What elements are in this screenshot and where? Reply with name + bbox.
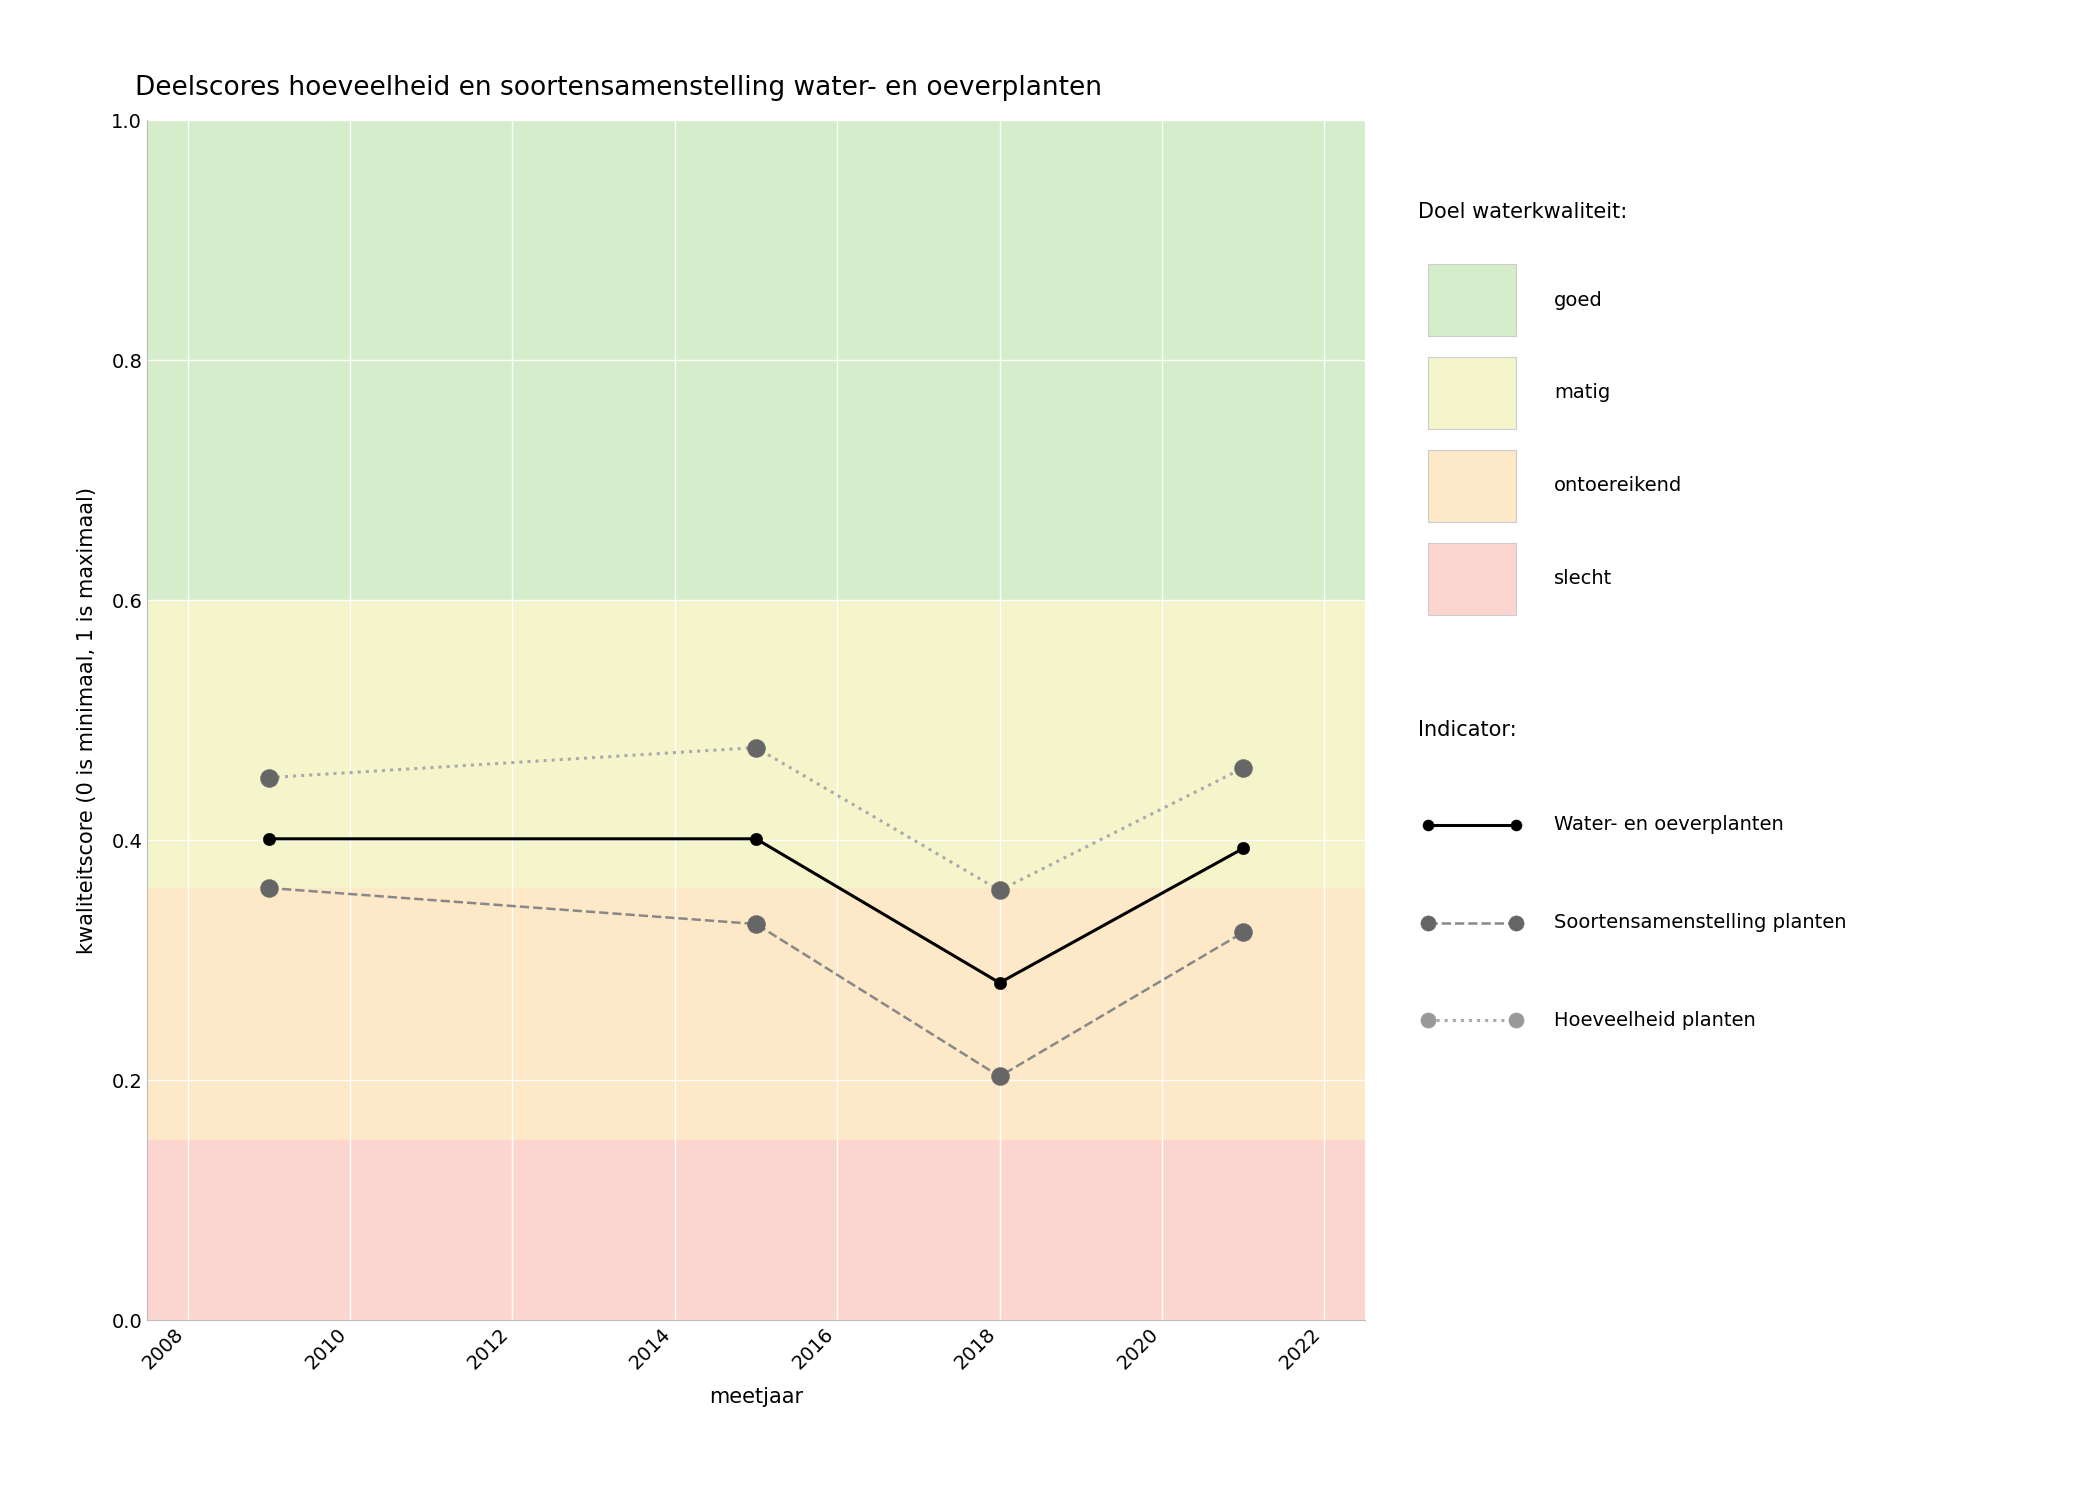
Line: Soortensamenstelling planten: Soortensamenstelling planten	[260, 879, 1252, 1086]
Bar	[147, 120, 1365, 600]
Soortensamenstelling planten	[256, 879, 281, 897]
Water- en oeverplanten	[743, 830, 769, 848]
Bar	[147, 600, 1365, 888]
Hoeveelheid planten	[743, 738, 769, 756]
Hoeveelheid planten	[1231, 759, 1256, 777]
Line: Water- en oeverplanten: Water- en oeverplanten	[262, 833, 1250, 989]
Line: Hoeveelheid planten: Hoeveelheid planten	[260, 738, 1252, 900]
Water- en oeverplanten	[1231, 840, 1256, 858]
Text: Hoeveelheid planten: Hoeveelheid planten	[1554, 1011, 1756, 1029]
Text: Water- en oeverplanten: Water- en oeverplanten	[1554, 816, 1783, 834]
Bar	[147, 1140, 1365, 1320]
X-axis label: meetjaar: meetjaar	[710, 1388, 802, 1407]
Bar	[147, 888, 1365, 1140]
Text: Deelscores hoeveelheid en soortensamenstelling water- en oeverplanten: Deelscores hoeveelheid en soortensamenst…	[134, 75, 1102, 100]
Text: goed: goed	[1554, 291, 1602, 309]
Text: Soortensamenstelling planten: Soortensamenstelling planten	[1554, 914, 1846, 932]
Water- en oeverplanten	[987, 974, 1012, 992]
Hoeveelheid planten	[256, 768, 281, 786]
Text: Doel waterkwaliteit:: Doel waterkwaliteit:	[1418, 202, 1628, 222]
Text: ontoereikend: ontoereikend	[1554, 477, 1682, 495]
Soortensamenstelling planten	[987, 1068, 1012, 1086]
Hoeveelheid planten	[987, 882, 1012, 900]
Text: Indicator:: Indicator:	[1418, 720, 1516, 740]
Text: matig: matig	[1554, 384, 1611, 402]
Y-axis label: kwaliteitscore (0 is minimaal, 1 is maximaal): kwaliteitscore (0 is minimaal, 1 is maxi…	[78, 486, 97, 954]
Soortensamenstelling planten	[743, 915, 769, 933]
Water- en oeverplanten	[256, 830, 281, 848]
Soortensamenstelling planten	[1231, 924, 1256, 942]
Text: slecht: slecht	[1554, 570, 1613, 588]
